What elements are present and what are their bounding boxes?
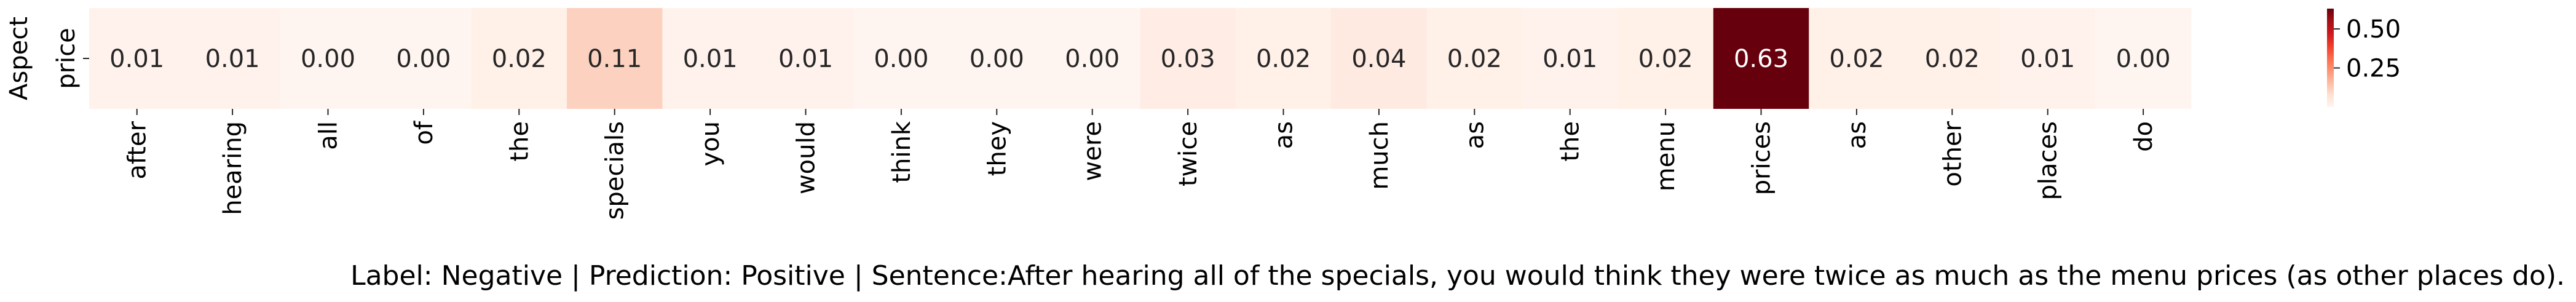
cell-value-label: 0.00	[970, 45, 1024, 73]
heatmap-cell-of	[376, 8, 472, 109]
cell-value-label: 0.01	[778, 45, 833, 73]
x-tick-label-prices: prices	[1748, 121, 1776, 195]
heatmap-cell-hearing	[184, 8, 281, 109]
heatmap-cell-the	[471, 8, 567, 109]
heatmap-cell-places	[2000, 8, 2096, 109]
cell-value-label: 0.02	[1829, 45, 1884, 73]
figure-caption: Label: Negative | Prediction: Positive |…	[350, 260, 2565, 292]
x-tick-label-much: much	[1365, 121, 1394, 190]
heatmap-cell-the	[1522, 8, 1618, 109]
cell-value-label: 0.00	[2116, 45, 2171, 73]
x-tick-labels: after hearing all of the specials you would thin…	[124, 109, 2158, 220]
cell-value-label: 0.02	[1447, 45, 1502, 73]
x-tick-label-as: as	[1843, 121, 1871, 149]
x-tick-label-they: they	[983, 121, 1011, 176]
heatmap-cell-think	[853, 8, 950, 109]
cell-value-label: 0.02	[492, 45, 547, 73]
cell-value-label: 0.03	[1161, 45, 1215, 73]
heatmap-cell-menu	[1618, 8, 1714, 109]
cell-value-label: 0.02	[1638, 45, 1693, 73]
colorbar-tick-label: 0.25	[2346, 55, 2401, 83]
x-tick-label-you: you	[697, 121, 725, 167]
cell-value-label: 0.01	[2020, 45, 2075, 73]
cell-value-label: 0.63	[1734, 45, 1788, 73]
heatmap-cell-would	[757, 8, 854, 109]
heatmap-cell-all	[280, 8, 376, 109]
x-tick-label-all: all	[315, 121, 343, 150]
x-tick-label-menu: menu	[1652, 121, 1680, 191]
colorbar-gradient	[2327, 9, 2334, 107]
x-tick-label-would: would	[792, 121, 821, 194]
x-tick-label-the: the	[505, 121, 534, 162]
heatmap-cell-prices	[1713, 8, 1809, 109]
x-tick-label-think: think	[888, 121, 916, 183]
cell-value-label: 0.00	[1065, 45, 1120, 73]
x-tick-label-after: after	[124, 121, 152, 179]
heatmap-cell-do	[2095, 8, 2192, 109]
heatmap-cell-they	[949, 8, 1045, 109]
heatmap-cells: 0.01 0.01 0.00 0.00 0.02 0.11 0.01 0.01 0.00 0.00…	[89, 8, 2192, 109]
cell-value-label: 0.01	[109, 45, 164, 73]
heatmap-cell-much	[1331, 8, 1428, 109]
x-tick-label-of: of	[410, 121, 438, 145]
x-tick-label-were: were	[1079, 121, 1107, 181]
x-tick-label-as: as	[1461, 121, 1489, 149]
x-tick-label-as: as	[1270, 121, 1298, 149]
heatmap-cell-you	[662, 8, 759, 109]
x-tick-label-specials: specials	[601, 121, 630, 220]
cell-value-label: 0.01	[1543, 45, 1597, 73]
x-tick-label-places: places	[2034, 121, 2063, 200]
x-tick-label-the: the	[1557, 121, 1585, 162]
colorbar-tick-label: 0.50	[2346, 15, 2401, 44]
cell-value-label: 0.00	[874, 45, 928, 73]
colorbar: 0.25 0.50	[2327, 9, 2401, 107]
heatmap-cell-after	[89, 8, 185, 109]
cell-value-label: 0.11	[587, 45, 642, 73]
x-tick-label-twice: twice	[1174, 121, 1203, 186]
heatmap-cell-other	[1904, 8, 2001, 109]
cell-value-label: 0.00	[301, 45, 355, 73]
x-tick-label-other: other	[1938, 121, 1967, 186]
cell-value-label: 0.02	[1925, 45, 1980, 73]
cell-value-label: 0.01	[205, 45, 260, 73]
heatmap-cell-twice	[1140, 8, 1236, 109]
heatmap-cell-as	[1809, 8, 1905, 109]
cell-value-label: 0.04	[1351, 45, 1406, 73]
heatmap-cell-as	[1235, 8, 1332, 109]
heatmap-cell-as	[1426, 8, 1523, 109]
heatmap-cell-were	[1045, 8, 1140, 109]
y-tick-label: price	[52, 28, 81, 89]
heatmap-cell-specials	[567, 8, 663, 109]
y-axis: Aspect price	[5, 17, 89, 100]
x-tick-label-hearing: hearing	[219, 121, 247, 215]
cell-value-label: 0.02	[1256, 45, 1311, 73]
cell-value-label: 0.01	[683, 45, 738, 73]
cell-value-label: 0.00	[396, 45, 451, 73]
y-axis-label: Aspect	[5, 17, 33, 100]
x-tick-label-do: do	[2130, 121, 2158, 152]
